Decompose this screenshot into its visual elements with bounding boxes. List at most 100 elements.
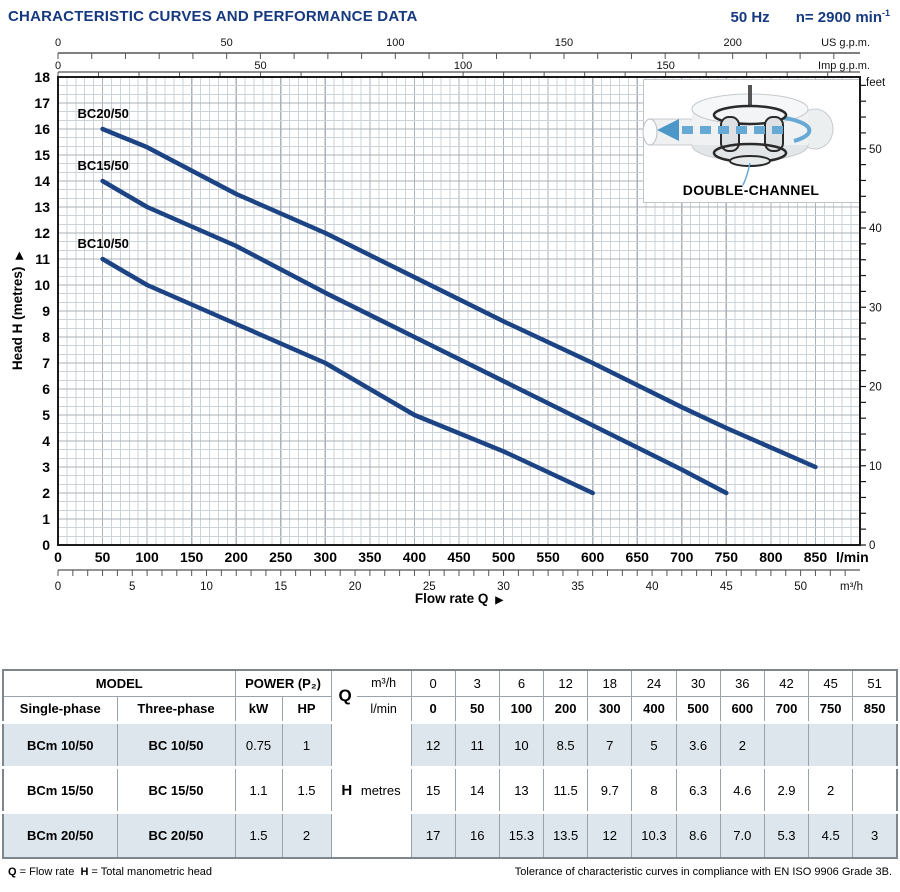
- us-gpm-tick-label: 50: [221, 37, 233, 49]
- q-lmin-value: 750: [808, 695, 854, 724]
- head-value: [852, 722, 898, 768]
- us-gpm-tick-label: 150: [555, 37, 573, 49]
- plot-border: [57, 76, 861, 546]
- legend-text: Q = Flow rate H = Total manometric head: [8, 865, 213, 878]
- q-m3h-value: 0: [410, 669, 456, 697]
- lmin-tick-label: 450: [447, 549, 471, 565]
- q-symbol: Q: [338, 686, 352, 705]
- lmin-tick-label: 200: [225, 549, 249, 565]
- m3h-tick-label: 45: [720, 581, 733, 593]
- head-value: 13.5: [543, 812, 589, 858]
- head-value: 13: [498, 767, 545, 813]
- metres-tick-label: 5: [42, 407, 50, 423]
- lmin-tick-label: 800: [759, 549, 783, 565]
- metres-tick-label: 11: [35, 251, 50, 267]
- head-value: 2: [719, 722, 765, 768]
- q-m3h-value: 24: [631, 669, 677, 697]
- y-axis-title: Head H (metres)▶: [10, 251, 25, 371]
- m3h-tick-label: 50: [794, 581, 807, 593]
- head-value: 15.3: [498, 812, 545, 858]
- head-value: 12: [587, 812, 633, 858]
- metres-tick-label: 8: [42, 329, 50, 345]
- curve-label-BC20/50: BC20/50: [78, 106, 129, 121]
- metres-tick-label: 7: [42, 355, 50, 371]
- m3h-tick-label: 25: [423, 581, 436, 593]
- hp-value: 2: [281, 812, 332, 858]
- head-value: 2.9: [763, 767, 810, 813]
- m3h-unit-label: m³/h: [840, 581, 863, 593]
- feet-tick-label: 20: [869, 382, 882, 394]
- lmin-tick-label: 250: [269, 549, 293, 565]
- head-value: 6.3: [675, 767, 721, 813]
- q-m3h-value: 3: [454, 669, 500, 697]
- q-m3h-value: 18: [587, 669, 633, 697]
- inset-label: DOUBLE-CHANNEL: [683, 182, 820, 198]
- curve-label-BC10/50: BC10/50: [78, 236, 129, 251]
- kw-header: kW: [234, 695, 283, 724]
- three-phase-model: BC 20/50: [116, 812, 236, 858]
- x-axis-arrow-icon: ▶: [494, 595, 504, 606]
- lmin-tick-label: 750: [715, 549, 739, 565]
- us-gpm-tick-label: 0: [55, 37, 61, 49]
- power-header: POWER (P₂): [234, 669, 332, 697]
- m3h-tick-label: 35: [571, 581, 584, 593]
- double-channel-impeller-icon: [642, 85, 834, 186]
- metres-tick-label: 0: [42, 537, 50, 553]
- q-m3h-value: 12: [543, 669, 589, 697]
- head-value: 14: [454, 767, 500, 813]
- q-m3h-value: 45: [808, 669, 854, 697]
- us-gpm-tick-label: 100: [386, 37, 404, 49]
- head-value: 15: [410, 767, 456, 813]
- head-value: 3.6: [675, 722, 721, 768]
- q-lmin-value: 500: [675, 695, 721, 724]
- speed-exponent: -1: [881, 8, 890, 18]
- three-phase-model: BC 15/50: [116, 767, 236, 813]
- performance-table-header: MODEL POWER (P₂) Q m³/h l/min 0 3 6 12 18 24 3…: [2, 669, 898, 724]
- q-lmin-value: 700: [763, 695, 810, 724]
- h-metres-cell: H metres: [330, 722, 412, 858]
- lmin-tick-label: 600: [581, 549, 605, 565]
- head-value: 10: [498, 722, 545, 768]
- lmin-tick-label: 850: [804, 549, 828, 565]
- q-m3h-value: 6: [498, 669, 545, 697]
- model-header: MODEL: [2, 669, 236, 697]
- metres-tick-label: 2: [42, 485, 50, 501]
- head-value: 2: [808, 767, 854, 813]
- three-phase-header: Three-phase: [116, 695, 236, 724]
- head-value: 16: [454, 812, 500, 858]
- q-m3h-value: 42: [763, 669, 810, 697]
- m3h-tick-label: 10: [200, 581, 213, 593]
- metres-tick-label: 1: [42, 511, 50, 527]
- q-m3h-value: 36: [719, 669, 765, 697]
- q-unit-m3h: m³/h: [371, 676, 397, 691]
- q-m3h-value: 51: [852, 669, 898, 697]
- q-lmin-value: 100: [498, 695, 545, 724]
- head-value: 7: [587, 722, 633, 768]
- impeller-inset: DOUBLE-CHANNEL: [642, 79, 860, 203]
- head-value: 8.6: [675, 812, 721, 858]
- lmin-tick-label: 100: [135, 549, 159, 565]
- metres-tick-label: 13: [34, 199, 50, 215]
- head-value: 4.6: [719, 767, 765, 813]
- table-row: BCm 10/50 BC 10/50 0.75 1 H metres 12 11 10 8.5 7…: [2, 722, 898, 858]
- head-value: 7.0: [719, 812, 765, 858]
- head-value: 12: [410, 722, 456, 768]
- curve-BC10/50: [100, 256, 595, 496]
- performance-table-body: BCm 10/50 BC 10/50 0.75 1 H metres 12 11 10 8.5 7…: [2, 722, 898, 858]
- head-value: 8.5: [543, 722, 589, 768]
- curve-BC20/50: [100, 126, 818, 470]
- metres-tick-label: 17: [34, 95, 50, 111]
- tolerance-text: Tolerance of characteristic curves in co…: [514, 865, 892, 878]
- single-phase-header: Single-phase: [2, 695, 118, 724]
- hp-header: HP: [281, 695, 332, 724]
- metres-tick-label: 6: [42, 381, 50, 397]
- single-phase-model: BCm 15/50: [2, 767, 118, 813]
- imp-gpm-unit-label: Imp g.p.m.: [818, 60, 870, 72]
- imp-gpm-tick-label: 100: [454, 60, 472, 72]
- metres-tick-label: 9: [42, 303, 50, 319]
- curve-BC15/50: [100, 178, 729, 496]
- page-footer: Q = Flow rate H = Total manometric head …: [0, 859, 900, 878]
- pump-curves: BC20/50 BC15/50 BC10/50: [78, 106, 818, 496]
- head-value: [763, 722, 810, 768]
- lmin-tick-label: 300: [314, 549, 338, 565]
